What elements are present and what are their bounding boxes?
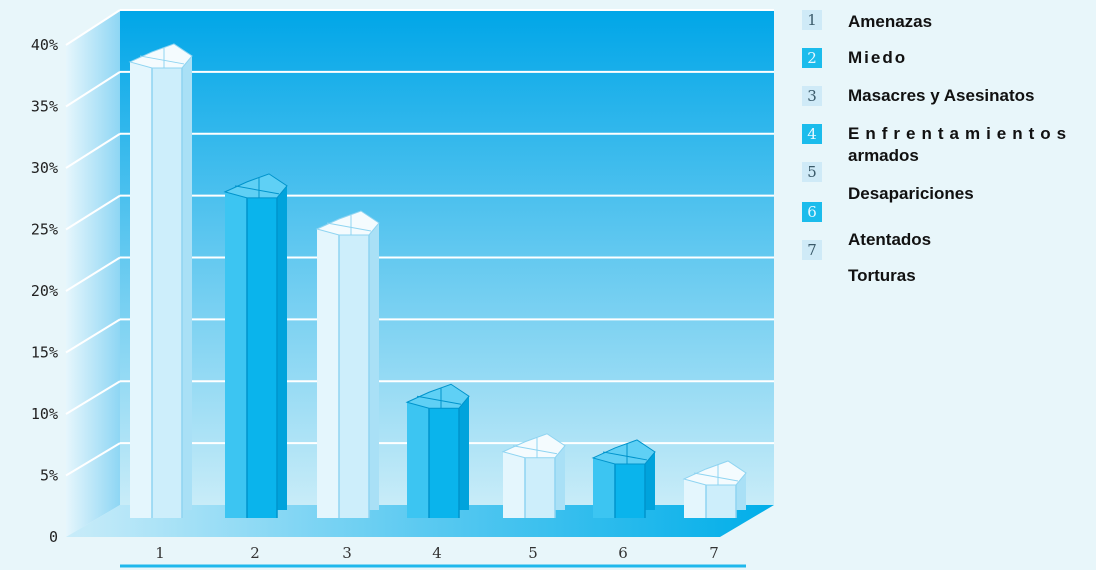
legend-label-desapariciones: Desapariciones <box>848 184 974 203</box>
bar-2 <box>223 173 288 518</box>
legend-label-masacres: Masacres y Asesinatos <box>848 86 1035 105</box>
y-tick-label: 0 <box>49 528 58 546</box>
bar-5 <box>501 433 566 518</box>
legend-label-amenazas: Amenazas <box>848 12 933 31</box>
legend-number-1: 1 <box>802 10 822 30</box>
bar-7 <box>682 460 747 518</box>
legend-label-torturas: Torturas <box>848 266 916 285</box>
y-tick-label: 10% <box>31 405 58 423</box>
y-tick-label: 35% <box>31 98 58 116</box>
x-tick-label: 6 <box>618 544 628 562</box>
legend-number-4: 4 <box>802 124 822 144</box>
legend-number-3: 3 <box>802 86 822 106</box>
legend-number-7: 7 <box>802 240 822 260</box>
gridline-side <box>65 318 121 354</box>
x-tick-label: 5 <box>528 544 538 562</box>
legend-label-enfrentamientos: Enfrentamientos <box>848 124 1073 143</box>
bar-3 <box>315 210 380 518</box>
gridline-side <box>65 380 121 415</box>
x-tick-label: 1 <box>155 544 165 562</box>
y-tick-label: 30% <box>31 159 58 177</box>
bar-6 <box>591 439 656 518</box>
y-tick-label: 25% <box>31 221 58 239</box>
gridline-side <box>65 132 121 169</box>
y-tick-label: 20% <box>31 282 58 300</box>
legend-label-miedo: Miedo <box>848 48 908 67</box>
gridline-side <box>65 256 121 292</box>
y-tick-label: 15% <box>31 344 58 362</box>
x-tick-label: 2 <box>250 544 260 562</box>
legend-label-atentados: Atentados <box>848 230 932 249</box>
legend-label-armados: armados <box>848 146 919 165</box>
gridline-side <box>65 9 121 46</box>
legend-number-5: 5 <box>802 162 822 182</box>
x-tick-label: 7 <box>709 544 719 562</box>
y-tick-label: 40% <box>31 36 58 54</box>
x-tick-label: 3 <box>342 544 352 562</box>
y-tick-label: 5% <box>40 467 58 485</box>
bar-1 <box>128 43 193 518</box>
gridline-side <box>65 442 121 477</box>
legend-number-6: 6 <box>802 202 822 222</box>
gridline-side <box>65 71 121 108</box>
legend-number-2: 2 <box>802 48 822 68</box>
x-tick-label: 4 <box>432 544 442 562</box>
gridline-side <box>65 194 121 231</box>
bar-4 <box>405 383 470 518</box>
